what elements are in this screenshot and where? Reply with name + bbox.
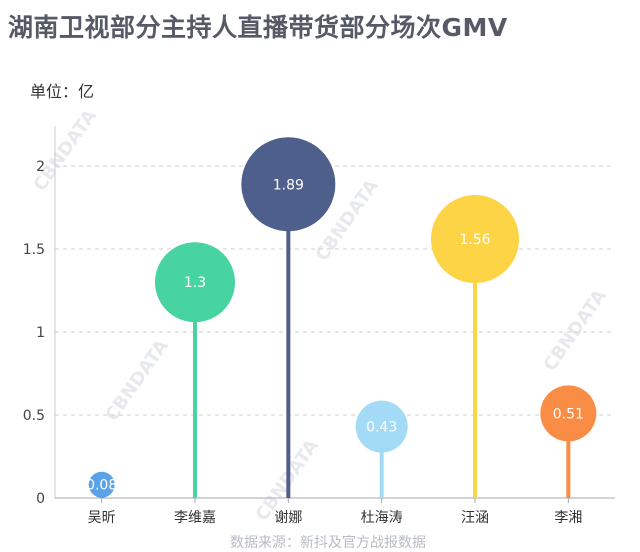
data-label: 0.08 (86, 478, 117, 494)
data-label: 0.51 (553, 406, 584, 422)
data-label: 1.56 (459, 232, 490, 248)
x-tick-label: 汪涵 (461, 510, 489, 526)
x-tick-label: 吴昕 (88, 510, 116, 526)
x-tick-label: 李湘 (554, 510, 582, 526)
y-tick-label: 1.5 (23, 242, 45, 258)
y-tick-label: 0 (36, 491, 45, 507)
chart-title: 湖南卫视部分主持人直播带货部分场次GMV (8, 13, 508, 42)
y-tick-label: 2 (36, 159, 45, 175)
x-tick-label: 谢娜 (274, 510, 302, 526)
lollipop-bubble (155, 242, 235, 323)
source-note: 数据来源：新抖及官方战报数据 (230, 535, 426, 551)
lollipop-bubble (540, 385, 597, 442)
lollipop-bubble (431, 195, 519, 284)
lollipop-bubble (355, 400, 408, 453)
unit-label: 单位：亿 (30, 82, 95, 101)
y-tick-label: 0.5 (23, 408, 45, 424)
data-label: 1.3 (184, 275, 206, 291)
x-tick-label: 李维嘉 (174, 510, 216, 526)
lollipop-bubble (88, 471, 115, 498)
x-tick-label: 杜海涛 (361, 510, 403, 526)
data-label: 0.43 (366, 420, 397, 436)
y-tick-label: 1 (36, 325, 45, 341)
lollipop-bubble (241, 137, 336, 232)
data-label: 1.89 (273, 177, 304, 193)
